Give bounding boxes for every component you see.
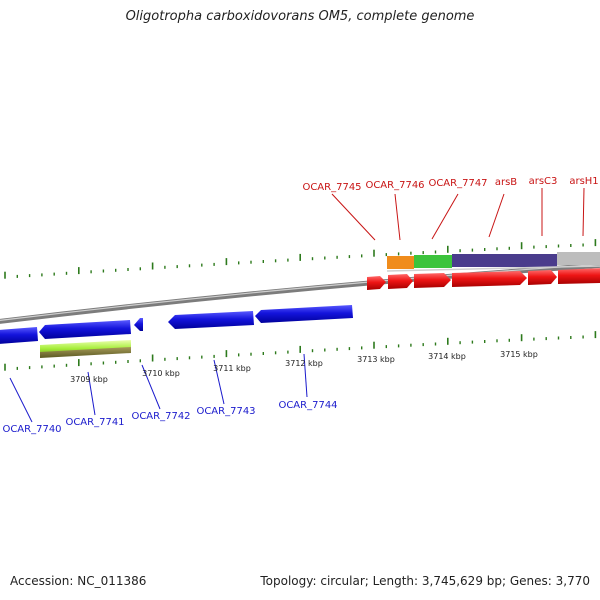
feature-band-purple [452,254,557,267]
scale-label: 3709 kbp [70,375,108,384]
gene-label-ocar-7741[interactable]: OCAR_7741 [65,417,124,428]
scale-label: 3711 kbp [213,364,251,373]
forward-gene-arrow[interactable] [452,271,527,287]
gene-label-arsb[interactable]: arsB [495,177,517,188]
feature-band-olive [40,347,131,358]
feature-band-orange [387,256,414,269]
forward-tick-ring [4,239,597,279]
gene-label-arsc3[interactable]: arsC3 [529,176,558,187]
genome-backbone [0,262,600,324]
reverse-label-leaders [9,353,308,423]
forward-gene-labels: OCAR_7745 OCAR_7746 OCAR_7747 arsB arsC3… [302,176,598,193]
reverse-gene-arrow[interactable] [134,318,143,331]
reverse-feature-band [40,340,131,358]
forward-gene-arrows [367,268,600,290]
scale-labels: 3709 kbp 3710 kbp 3711 kbp 3712 kbp 3713… [70,350,538,384]
gene-label-ocar-7744[interactable]: OCAR_7744 [278,400,337,411]
forward-gene-arrow[interactable] [528,270,557,285]
gene-label-ocar-7742[interactable]: OCAR_7742 [131,411,190,422]
forward-gene-arrow[interactable] [558,268,600,284]
reverse-gene-arrow[interactable] [39,320,131,339]
reverse-gene-arrow[interactable] [0,327,38,344]
gene-label-ocar-7747[interactable]: OCAR_7747 [428,178,487,189]
forward-feature-bands [386,252,600,272]
gene-label-ocar-7745[interactable]: OCAR_7745 [302,182,361,193]
accession-text: Accession: NC_011386 [10,574,147,588]
gene-label-arsh1[interactable]: arsH1 [569,176,598,187]
feature-band-underline [386,265,600,272]
feature-band-grey [557,252,600,265]
scale-label: 3712 kbp [285,359,323,368]
gene-label-ocar-7746[interactable]: OCAR_7746 [365,180,424,191]
genome-summary-text: Topology: circular; Length: 3,745,629 bp… [260,574,590,588]
reverse-tick-ring [4,331,597,371]
genome-title: Oligotropha carboxidovorans OM5, complet… [125,9,475,24]
gene-label-ocar-7743[interactable]: OCAR_7743 [196,406,255,417]
forward-gene-arrow[interactable] [414,273,451,288]
scale-label: 3715 kbp [500,350,538,359]
reverse-gene-arrow[interactable] [255,305,353,323]
forward-label-leaders [331,187,585,241]
scale-label: 3710 kbp [142,369,180,378]
reverse-gene-labels: OCAR_7740 OCAR_7741 OCAR_7742 OCAR_7743 … [2,400,337,435]
feature-band-green [414,255,452,268]
reverse-gene-arrow[interactable] [168,311,254,329]
forward-gene-arrow[interactable] [388,274,413,289]
scale-label: 3713 kbp [357,355,395,364]
genome-backbone-highlight [0,263,600,322]
scale-label: 3714 kbp [428,352,466,361]
reverse-gene-arrows [0,305,353,344]
gene-label-ocar-7740[interactable]: OCAR_7740 [2,424,61,435]
forward-gene-arrow[interactable] [367,276,386,290]
